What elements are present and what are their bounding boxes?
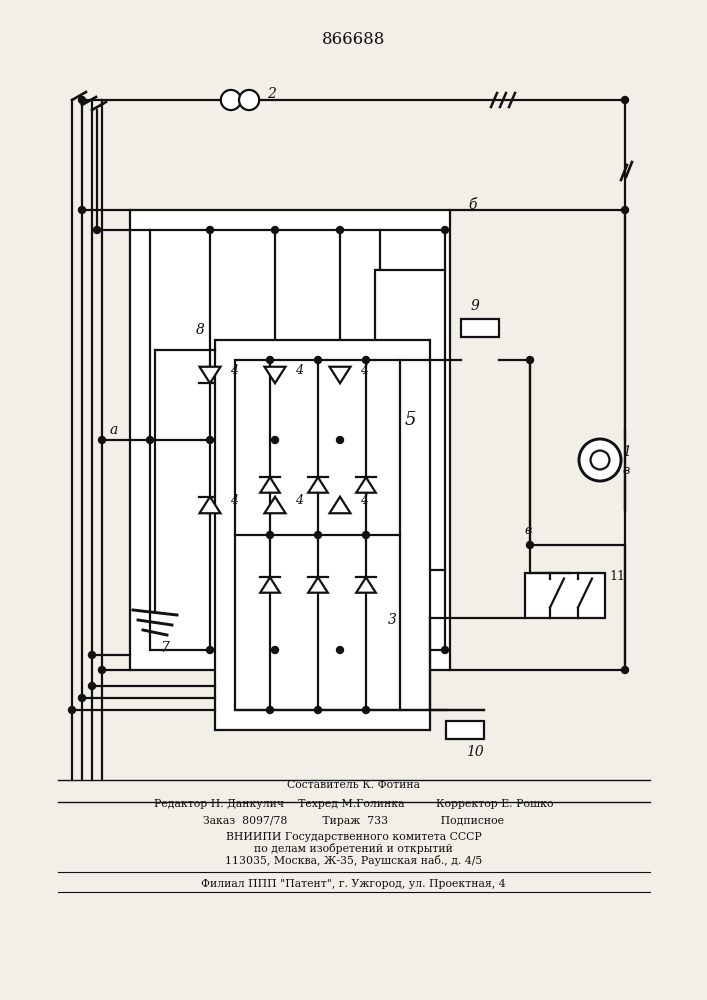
Circle shape [78,207,86,214]
Circle shape [206,227,214,233]
Text: 2: 2 [267,87,276,101]
Text: Заказ  8097/78          Тираж  733               Подписное: Заказ 8097/78 Тираж 733 Подписное [203,816,504,826]
Bar [375,270,445,570]
Text: 11: 11 [609,570,625,583]
Circle shape [271,227,279,233]
Circle shape [98,436,105,444]
Circle shape [78,97,86,104]
Polygon shape [260,477,280,493]
Text: 3: 3 [388,613,397,627]
Bar [446,721,484,739]
Polygon shape [308,477,328,493]
Text: 4: 4 [295,363,303,376]
Bar [215,340,430,730]
Polygon shape [356,577,376,593]
Text: в: в [622,464,630,477]
Text: 7: 7 [160,641,169,655]
Text: 4: 4 [295,493,303,506]
Circle shape [527,542,534,548]
Text: в: в [525,524,532,538]
Polygon shape [308,577,328,593]
Circle shape [146,436,153,444]
Circle shape [267,357,274,363]
Text: Составитель К. Фотина: Составитель К. Фотина [287,780,420,790]
Circle shape [621,97,629,104]
Circle shape [206,647,214,654]
Text: 10: 10 [466,745,484,759]
Circle shape [337,227,344,233]
Text: б: б [468,198,477,212]
Text: 4: 4 [360,363,368,376]
Polygon shape [264,497,286,513]
Text: 1: 1 [621,445,631,459]
Text: 8: 8 [196,323,205,337]
Circle shape [69,706,76,714]
Circle shape [267,706,274,714]
Polygon shape [329,367,351,383]
Circle shape [221,90,241,110]
Text: 4: 4 [230,363,238,376]
Text: 4: 4 [360,493,368,506]
Circle shape [88,652,95,658]
Circle shape [621,666,629,674]
Text: 866688: 866688 [322,31,385,48]
Text: ВНИИПИ Государственного комитета СССР: ВНИИПИ Государственного комитета СССР [226,832,481,842]
Circle shape [78,694,86,702]
Circle shape [363,532,370,538]
Text: a: a [110,423,118,437]
Circle shape [271,647,279,654]
Polygon shape [329,497,351,513]
Bar [525,572,605,617]
Circle shape [363,706,370,714]
Circle shape [271,436,279,444]
Circle shape [315,357,322,363]
Circle shape [363,357,370,363]
Circle shape [93,227,100,233]
Circle shape [441,227,448,233]
Text: 5: 5 [404,411,416,429]
Polygon shape [264,367,286,383]
Circle shape [239,90,259,110]
Circle shape [590,451,609,469]
Circle shape [98,666,105,674]
Circle shape [527,357,534,363]
Text: по делам изобретений и открытий: по делам изобретений и открытий [254,844,453,854]
Circle shape [267,532,274,538]
Circle shape [337,436,344,444]
Circle shape [621,207,629,214]
Text: Филиал ППП "Патент", г. Ужгород, ул. Проектная, 4: Филиал ППП "Патент", г. Ужгород, ул. Про… [201,879,506,889]
Circle shape [337,647,344,654]
Circle shape [315,532,322,538]
Text: 4: 4 [230,493,238,506]
Bar [150,230,380,650]
Bar [130,210,450,670]
Text: 113035, Москва, Ж-35, Раушская наб., д. 4/5: 113035, Москва, Ж-35, Раушская наб., д. … [225,856,482,866]
Circle shape [206,436,214,444]
Circle shape [88,682,95,690]
Circle shape [579,439,621,481]
Circle shape [441,647,448,654]
Polygon shape [199,497,221,513]
Bar [235,360,400,710]
Bar [461,319,499,337]
Polygon shape [356,477,376,493]
Circle shape [315,706,322,714]
Text: Редактор Н. Данкулич    Техред М.Голинка         Корректор Е. Рошко: Редактор Н. Данкулич Техред М.Голинка Ко… [153,799,554,809]
Text: 9: 9 [471,299,479,313]
Polygon shape [199,367,221,383]
Polygon shape [260,577,280,593]
